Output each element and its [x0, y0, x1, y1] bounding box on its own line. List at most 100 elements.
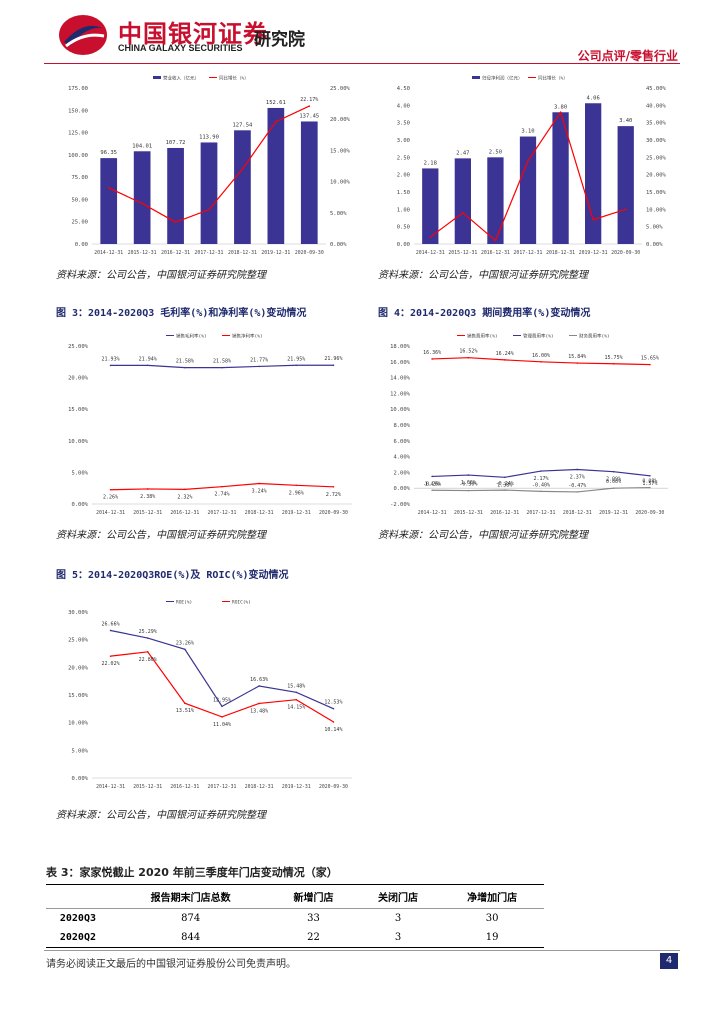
x-tick-label: 2016-12-31 [170, 510, 199, 516]
table-cell: 22 [271, 928, 356, 948]
y-tick-label: 15.00% [68, 407, 89, 413]
logo-chinese-name: 中国银河证券 [118, 20, 268, 48]
bar [617, 126, 634, 244]
legend-label: 财务费用率(%) [579, 333, 610, 340]
series-point [527, 160, 529, 162]
x-tick-label: 2014-12-31 [416, 250, 445, 256]
y-tick-label: 12.00% [390, 391, 411, 397]
x-tick-label: 2015-12-31 [133, 510, 162, 516]
series-point [467, 474, 470, 476]
y-tick-label: 18.00% [390, 344, 411, 350]
series-point [308, 105, 311, 107]
series-point [332, 486, 335, 488]
legend-label: 管理费用率(%) [523, 333, 554, 340]
x-tick-label: 2019-12-31 [261, 250, 290, 256]
series-point [592, 218, 594, 221]
source-note-4: 资料来源：公司公告，中国银河证券研究院整理 [378, 530, 588, 541]
series-point [649, 486, 651, 489]
series-point [184, 702, 186, 705]
y2-tick-label: 30.00% [646, 138, 667, 144]
x-tick-label: 2017-12-31 [208, 510, 237, 516]
y-tick-label: 20.00% [68, 665, 89, 671]
y-tick-label: 0.00 [75, 242, 88, 248]
y-tick-label: 0.00 [397, 242, 410, 248]
x-tick-label: 2019-12-31 [579, 250, 608, 256]
y-tick-label: 1.00 [397, 207, 410, 213]
data-label: 16.00% [532, 353, 550, 359]
series-point [109, 364, 112, 367]
source-note-1: 资料来源：公司公告，中国银河证券研究院整理 [56, 270, 266, 281]
y-tick-label: 25.00% [68, 344, 89, 350]
data-label: 21.93% [102, 356, 120, 362]
x-tick-label: 2014-12-31 [418, 510, 447, 516]
y-tick-label: 6.00% [393, 439, 410, 445]
y-tick-label: 30.00% [68, 610, 89, 616]
x-tick-label: 2015-12-31 [133, 784, 162, 790]
series-point [332, 721, 335, 723]
y-tick-label: 25.00% [68, 638, 89, 644]
x-tick-label: 2017-12-31 [208, 784, 237, 790]
table-header-cell: 报告期末门店总数 [110, 884, 272, 909]
x-tick-label: 2020-09-30 [319, 510, 348, 516]
bar-value-label: 3.10 [521, 129, 534, 135]
y-tick-label: 175.00 [68, 86, 88, 92]
y-tick-label: 2.00 [397, 173, 410, 179]
data-label: 1.66% [461, 480, 476, 486]
y-tick-label: 16.00% [390, 360, 411, 366]
bar [267, 107, 285, 244]
data-label: 2.72% [326, 492, 341, 498]
series-point [109, 629, 112, 632]
y-tick-label: 14.00% [390, 376, 411, 382]
figure-3-title: 图 3：2014-2020Q3 毛利率(%)和净利率(%)变动情况 [56, 308, 307, 319]
chart-svg: 销售费用率(%) 管理费用率(%) 财务费用率(%) -2.00% 0.00% 2.00%… [390, 333, 668, 516]
data-label: 2.37% [570, 474, 585, 480]
series-point [221, 705, 223, 708]
source-note-5: 资料来源：公司公告，中国银河证券研究院整理 [56, 810, 266, 821]
data-label: 1.49% [425, 481, 440, 487]
y2-tick-label: 25.00% [330, 86, 351, 92]
series-point [146, 637, 149, 639]
bar [552, 112, 569, 244]
y2-tick-label: 45.00% [646, 86, 667, 92]
revenue-chart: 营业收入（亿元） 同比增长（%） 0.00 25.00 50.00 75.00 100.00… [56, 72, 360, 260]
series-point [649, 474, 651, 477]
series-point [462, 212, 464, 214]
bar-value-label: 107.72 [166, 140, 186, 146]
data-label: 25.29% [139, 629, 157, 635]
chart-svg: 营业收入（亿元） 同比增长（%） 0.00 25.00 50.00 75.00 100.00… [68, 75, 351, 257]
x-tick-label: 2019-12-31 [599, 510, 628, 516]
series-point [576, 468, 579, 471]
figure-4-title: 图 4：2014-2020Q3 期间费用率(%)变动情况 [378, 308, 591, 319]
x-tick-label: 2017-12-31 [527, 510, 556, 516]
y-tick-label: 15.00% [68, 693, 89, 699]
data-label: 2.74% [214, 492, 229, 498]
data-label: 22.02% [102, 661, 120, 667]
series-point [431, 489, 433, 492]
bar [200, 142, 218, 244]
series-point [540, 361, 542, 363]
legend-label: 归母净利润（亿元） [482, 75, 523, 82]
data-label: 21.94% [139, 356, 157, 362]
series-point [576, 491, 579, 493]
x-tick-label: 2018-12-31 [245, 784, 274, 790]
y2-tick-label: 10.00% [330, 180, 351, 186]
series-point [612, 487, 615, 489]
series-point [221, 716, 223, 718]
series-point [146, 488, 149, 490]
y-tick-label: 2.50 [397, 155, 410, 161]
series-point [429, 236, 432, 238]
table-cell: 3 [355, 928, 441, 948]
y-tick-label: 0.50 [397, 225, 410, 231]
bar-value-label: 113.90 [199, 134, 219, 140]
chart-svg: 销售毛利率(%) 销售净利率(%) 0.00% 5.00% 10.00% 15.00% 20… [68, 333, 352, 516]
table-3-title: 表 3：家家悦截止 2020 年前三季度年门店变动情况（家） [46, 866, 338, 879]
bar-value-label: 2.50 [489, 149, 502, 155]
x-tick-label: 2016-12-31 [490, 510, 519, 516]
data-label: 13.51% [176, 708, 194, 714]
y-tick-label: 0.00% [71, 776, 88, 782]
data-label: 22.17% [300, 97, 318, 103]
legend-label: 销售毛利率(%) [176, 333, 207, 340]
x-tick-label: 2020-09-30 [295, 250, 324, 256]
bar-value-label: 152.61 [266, 100, 286, 106]
x-tick-label: 2019-12-31 [282, 510, 311, 516]
